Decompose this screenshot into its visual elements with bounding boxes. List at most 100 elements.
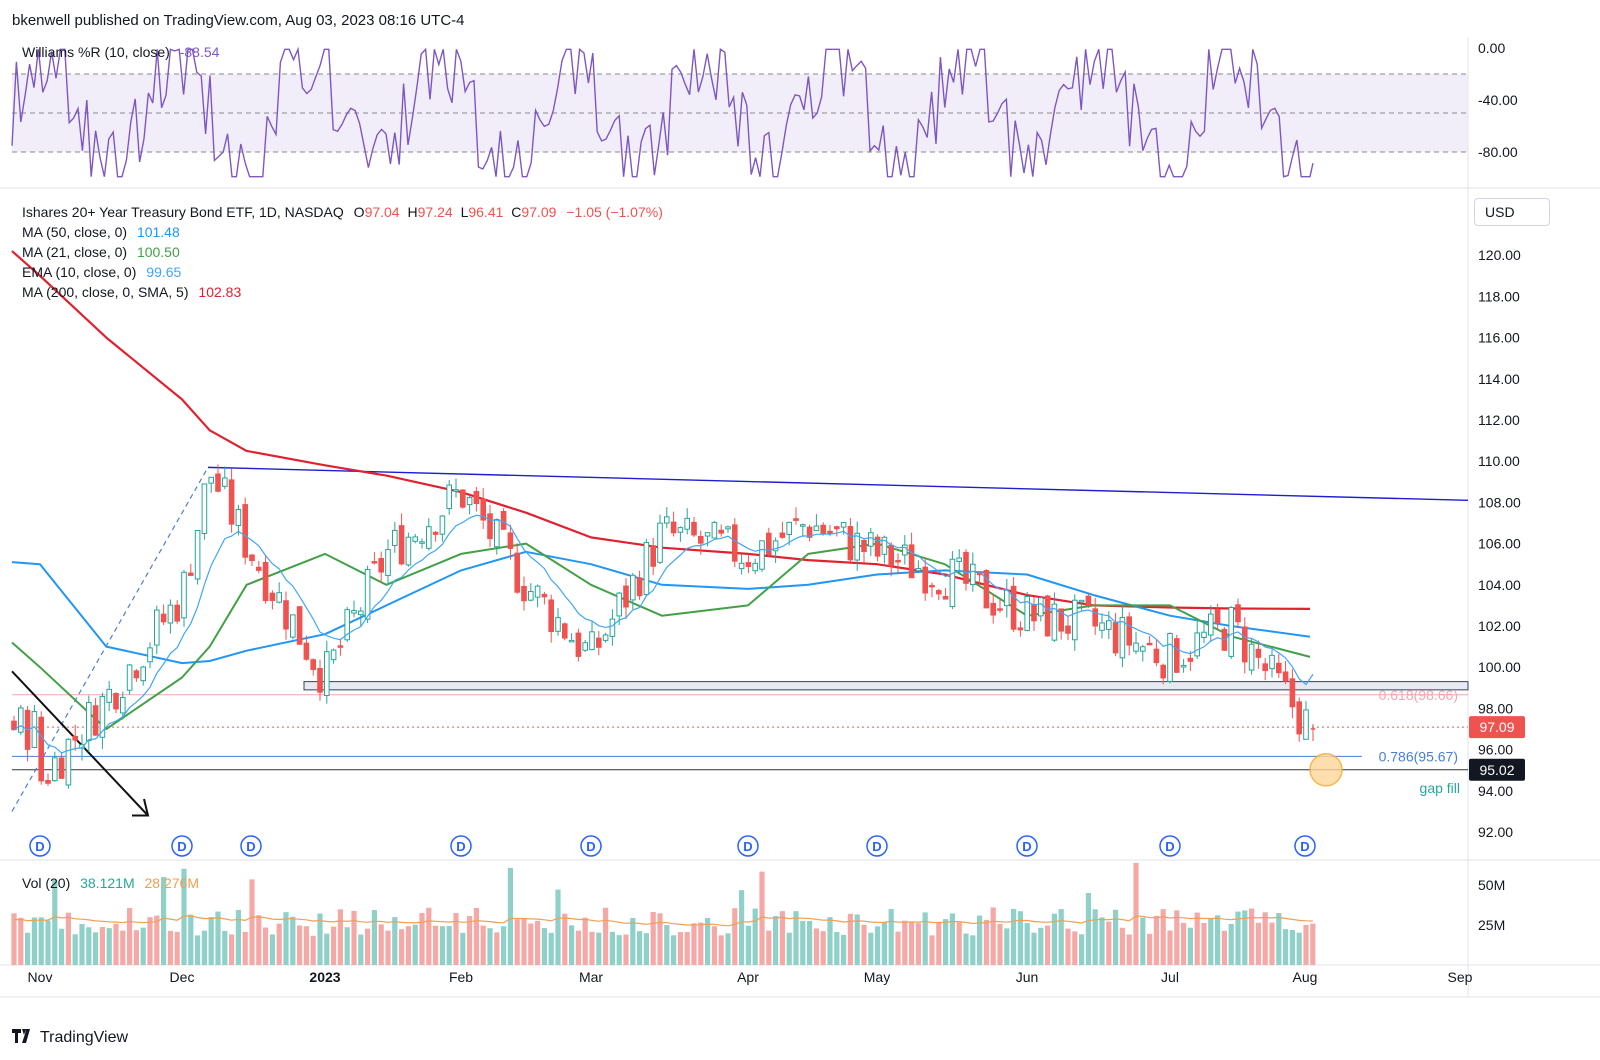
candle-body (358, 610, 364, 616)
candle-body (630, 574, 636, 601)
volume-bar (616, 935, 622, 965)
candle-body (1194, 632, 1201, 657)
volume-bar (1228, 923, 1234, 965)
price-axis-tick: 114.00 (1478, 371, 1520, 387)
candle-body (779, 532, 786, 538)
volume-bar (351, 910, 357, 965)
candle-body (929, 584, 935, 588)
volume-bar (596, 932, 602, 965)
volume-bar (439, 926, 445, 965)
volume-bar (943, 919, 949, 965)
volume-bar (419, 913, 425, 965)
volume-bar (990, 907, 996, 965)
volume-bar (93, 932, 99, 965)
candle-body (1153, 648, 1160, 664)
candle-body (188, 572, 194, 576)
volume-bar (854, 914, 860, 965)
candle-body (194, 529, 201, 580)
tradingview-logo-icon (12, 1028, 34, 1048)
ema10-label: EMA (10, close, 0) (22, 264, 137, 280)
candle-body (813, 525, 820, 532)
candle-body (725, 526, 731, 530)
williams-band (12, 74, 1468, 152)
volume-bar (11, 913, 17, 965)
candle-body (895, 559, 901, 563)
volume-bar (317, 913, 323, 965)
volume-bar (1187, 927, 1193, 965)
volume-bar (569, 925, 575, 965)
support-zone (303, 681, 1469, 691)
candle-body (963, 551, 969, 584)
candle-body (732, 524, 738, 562)
volume-bar (1255, 922, 1261, 965)
volume-bar (18, 917, 24, 965)
volume-bar (1283, 929, 1289, 965)
volume-bar (378, 924, 384, 965)
volume-bar (643, 933, 649, 965)
time-axis-label: Sep (1448, 969, 1473, 985)
ma50-value: 101.48 (136, 224, 180, 240)
dividend-marker-label: D (1165, 839, 1174, 854)
volume-bar (65, 912, 71, 965)
candle-body (99, 695, 106, 738)
volume-bar (922, 912, 928, 965)
volume-bar (1153, 915, 1159, 965)
candle-body (249, 554, 255, 562)
volume-bar (263, 927, 269, 965)
volume-bar (331, 926, 337, 965)
tradingview-brand[interactable]: TradingView (12, 1028, 128, 1048)
volume-bar (705, 917, 711, 965)
currency-button[interactable]: USD (1474, 198, 1550, 226)
candle-body (1276, 662, 1282, 674)
volume-bar (365, 928, 371, 965)
down-arrow-head (132, 798, 150, 817)
dividend-marker (1294, 835, 1316, 857)
candle-body (439, 515, 446, 535)
candle-body (800, 524, 806, 527)
volume-bar (548, 932, 554, 965)
candle-body (1112, 622, 1119, 654)
volume-bar (1201, 922, 1207, 965)
volume-bar (1181, 922, 1187, 965)
volume-bar (392, 917, 398, 965)
volume-bar (1038, 927, 1044, 965)
volume-bar (161, 877, 167, 965)
candle-body (1051, 603, 1058, 641)
dividend-marker (29, 835, 51, 857)
volume-bar (1119, 927, 1125, 965)
candle-body (405, 536, 412, 566)
candle-body (385, 549, 391, 576)
volume-bar (290, 916, 296, 965)
volume-bar (52, 880, 58, 965)
volume-bar (405, 926, 411, 965)
volume-bar (902, 920, 908, 965)
candle-body (242, 504, 248, 558)
candle-body (126, 664, 133, 691)
open-label: O (353, 204, 365, 220)
change-value: −1.05 (−1.07%) (566, 204, 663, 220)
volume-bar (59, 928, 65, 965)
volume-bar (303, 926, 309, 965)
candle-body (500, 511, 507, 530)
candle-body (235, 508, 242, 527)
volume-bar (582, 917, 588, 965)
candle-body (1262, 663, 1269, 672)
volume-value: 38.121M (80, 875, 135, 891)
volume-bar (1208, 918, 1214, 965)
volume-bar (256, 915, 262, 965)
volume-bar (433, 925, 439, 965)
candle-body (419, 541, 425, 544)
last-price-tag-label: 97.09 (1479, 719, 1514, 735)
candle-body (541, 593, 548, 598)
volume-bar (997, 923, 1003, 965)
volume-bar (324, 933, 330, 965)
volume-bar (249, 879, 255, 965)
ma50-label: MA (50, close, 0) (22, 224, 128, 240)
candle-body (378, 557, 384, 573)
candle-body (874, 536, 881, 557)
candle-body (296, 606, 303, 645)
volume-bar (453, 912, 459, 965)
ema10-value: 99.65 (146, 264, 182, 280)
volume-bar (623, 934, 629, 965)
candle-body (364, 569, 371, 620)
